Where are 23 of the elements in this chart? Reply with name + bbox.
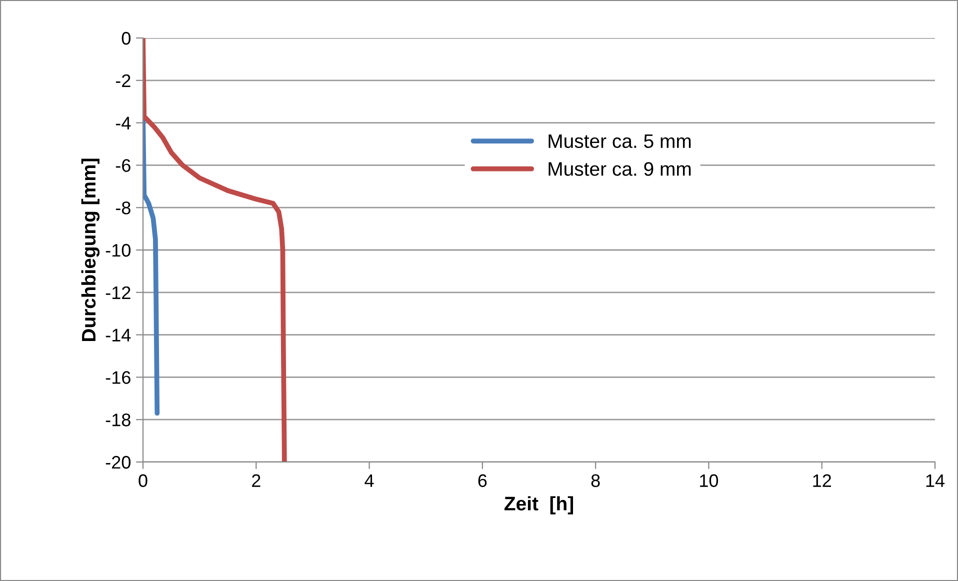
x-tick-label: 0 — [138, 474, 148, 488]
x-tick-label: 6 — [478, 474, 487, 488]
x-tick-label: 14 — [926, 474, 945, 487]
y-tick-label: -14 — [106, 328, 131, 342]
y-tick-label: -10 — [106, 244, 130, 257]
legend-label: Muster ca. 9 mm — [548, 162, 691, 176]
legend-label: Muster ca. 5 mm — [548, 134, 691, 148]
y-tick-label: -2 — [116, 74, 130, 87]
y-tick-label: 0 — [122, 32, 130, 45]
y-axis-title: Durchbiegung [mm] — [81, 158, 100, 342]
x-tick-label: 4 — [364, 474, 374, 487]
x-tick-label: 12 — [813, 474, 831, 487]
y-tick-label: -20 — [106, 456, 130, 469]
y-tick-label: -4 — [116, 116, 131, 130]
x-tick-label: 10 — [700, 474, 718, 488]
x-tick-label: 8 — [591, 474, 600, 488]
x-axis-title: Zeit [h] — [504, 496, 574, 514]
y-tick-label: -16 — [106, 371, 130, 384]
y-tick-label: -18 — [106, 414, 130, 426]
y-tick-label: -12 — [106, 286, 130, 299]
y-tick-label: -6 — [116, 159, 130, 172]
x-tick-label: 2 — [252, 474, 260, 487]
y-tick-label: -8 — [116, 202, 130, 214]
